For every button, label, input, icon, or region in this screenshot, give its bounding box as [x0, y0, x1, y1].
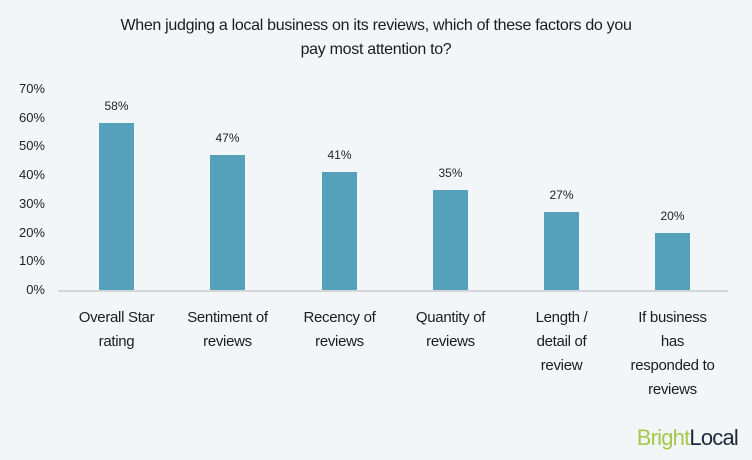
y-tick-label: 40% [18, 167, 45, 183]
x-category-label-line: reviews [426, 333, 475, 350]
x-category-label-line: reviews [648, 381, 697, 398]
y-tick-label: 70% [18, 81, 45, 96]
y-tick-label: 10% [18, 253, 45, 269]
chart-title-line-2: pay most attention to? [300, 41, 452, 58]
bar-value-label: 20% [660, 208, 685, 223]
bar [210, 155, 245, 290]
x-category-label: If business has responded to reviews [617, 306, 729, 402]
x-category-label-line: Length / [535, 309, 588, 326]
x-category-label-line: Overall Star [78, 309, 155, 326]
y-tick-label: 50% [18, 138, 45, 154]
x-category-label-line: Quantity of [415, 309, 486, 326]
bar-value-label: 58% [104, 99, 129, 114]
x-category-label: Overall Star rating [61, 306, 173, 354]
y-tick-label: 0% [26, 282, 45, 297]
y-tick-label: 30% [18, 195, 45, 211]
x-category-label-line: Sentiment of [187, 309, 268, 326]
y-tick-label: 20% [18, 224, 45, 240]
x-category-label: Length / detail of review [506, 306, 618, 378]
x-category-label-line: detail of [536, 333, 587, 350]
x-axis-line [58, 290, 728, 292]
bar [544, 212, 579, 290]
x-category-label: Quantity of reviews [395, 306, 507, 354]
x-category-label-line: reviews [315, 333, 364, 350]
bar [433, 189, 468, 290]
brightlocal-logo: BrightLocal [636, 425, 739, 451]
x-category-label-line: rating [98, 333, 135, 350]
x-category-label-line: has [660, 333, 685, 350]
x-category-label-line: review [540, 357, 583, 374]
logo-part-bright: Bright [636, 425, 690, 450]
x-category-label-line: If business [638, 309, 707, 326]
bar-value-label: 47% [215, 131, 240, 146]
chart-title: When judging a local business on its rev… [60, 14, 692, 62]
bar-value-label: 41% [327, 148, 352, 163]
y-tick-label: 60% [18, 109, 45, 125]
bar [322, 172, 357, 290]
bar [99, 123, 134, 290]
x-category-label-line: reviews [203, 333, 252, 350]
x-category-label-line: Recency of [303, 309, 376, 326]
bar [655, 232, 690, 290]
x-category-label: Sentiment of reviews [172, 306, 284, 354]
bar-value-label: 27% [549, 188, 574, 203]
x-category-label-line: responded to [630, 357, 715, 374]
logo-part-local: Local [689, 425, 738, 450]
x-category-label: Recency of reviews [284, 306, 396, 354]
bar-value-label: 35% [438, 165, 463, 180]
chart-title-line-1: When judging a local business on its rev… [120, 17, 632, 34]
